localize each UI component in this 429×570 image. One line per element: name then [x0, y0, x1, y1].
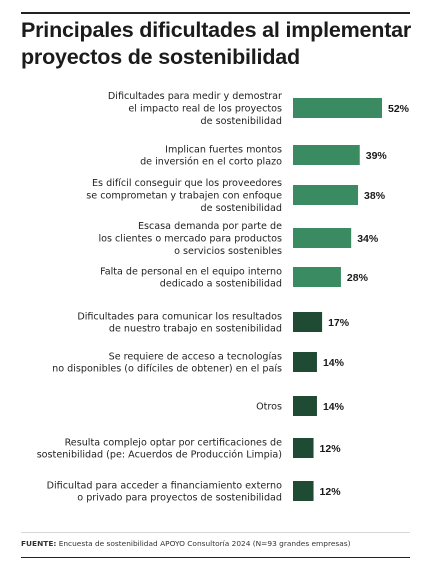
- category-label-line: Dificultades para comunicar los resultad…: [77, 311, 282, 322]
- value-label: 14%: [323, 357, 345, 369]
- category-label: Resulta complejo optar por certificacion…: [37, 437, 282, 460]
- category-label-line: de inversión en el corto plazo: [140, 156, 282, 168]
- value-label: 14%: [323, 401, 345, 413]
- bar: [293, 438, 314, 458]
- source-label: FUENTE:: [21, 539, 57, 548]
- value-label: 34%: [357, 233, 379, 245]
- value-label: 12%: [320, 443, 342, 455]
- category-label-line: dedicado a sostenibilidad: [160, 279, 282, 290]
- category-label-line: Se requiere de acceso a tecnologías: [109, 350, 282, 362]
- category-label-line: Resulta complejo optar por certificacion…: [65, 437, 283, 448]
- value-label: 52%: [388, 103, 410, 115]
- category-label-line: o servicios sostenibles: [174, 246, 282, 257]
- value-label: 39%: [366, 150, 388, 162]
- value-label: 38%: [364, 190, 386, 202]
- category-label: Implican fuertes montos de inversión en e…: [140, 144, 282, 167]
- category-label: Falta de personal en el equipo interno de…: [100, 266, 282, 289]
- category-label-line: de nuestro trabajo en sostenibilidad: [109, 324, 282, 335]
- category-label-line: Implican fuertes montos: [165, 144, 282, 155]
- value-label: 17%: [328, 317, 350, 329]
- category-label-line: Es difícil conseguir que los proveedores: [92, 177, 282, 189]
- bar: [293, 185, 359, 205]
- chart-title: Principales dificultades al implementar …: [21, 18, 412, 69]
- category-label-line: Otros: [256, 402, 282, 413]
- category-label: Otros: [256, 402, 282, 413]
- category-label-line: Dificultades para medir y demostrar: [108, 91, 282, 102]
- source-text: Encuesta de sostenibilidad APOYO Consult…: [56, 539, 351, 548]
- bar: [293, 228, 352, 248]
- category-label-line: se comprometan y trabajen con enfoque: [86, 191, 282, 202]
- bar: [293, 352, 317, 372]
- category-label: Es difícil conseguir que los proveedores…: [86, 177, 282, 214]
- category-label: Se requiere de acceso a tecnologías no di…: [52, 350, 282, 374]
- bar: [293, 98, 382, 118]
- value-label: 12%: [320, 486, 342, 498]
- category-label: Dificultades para medir y demostrar el im…: [108, 91, 282, 127]
- bottom-rule: [21, 557, 410, 558]
- bar: [293, 481, 314, 501]
- category-label-line: Escasa demanda por parte de: [138, 221, 282, 232]
- bar: [293, 312, 323, 332]
- category-label-line: no disponibles (o difíciles de obtener) …: [52, 363, 282, 375]
- bar: [293, 396, 317, 416]
- source-note: FUENTE: Encuesta de sostenibilidad APOYO…: [21, 539, 416, 548]
- category-label-line: Falta de personal en el equipo interno: [100, 266, 282, 277]
- bar: [293, 145, 360, 165]
- category-label-line: sostenibilidad (pe: Acuerdos de Producci…: [37, 449, 282, 461]
- category-label-line: o privado para proyectos de sostenibilid…: [77, 493, 282, 504]
- category-label-line: el impacto real de los proyectos: [128, 104, 282, 115]
- category-label-line: de sostenibilidad: [201, 116, 282, 127]
- value-label: 28%: [347, 272, 369, 284]
- category-label: Escasa demanda por parte de los clientes …: [98, 221, 282, 257]
- category-label-line: los clientes o mercado para productos: [98, 234, 282, 245]
- category-label: Dificultades para comunicar los resultad…: [77, 311, 282, 334]
- category-label-line: Dificultad para acceder a financiamiento…: [47, 480, 282, 491]
- top-rule: [21, 12, 410, 14]
- category-label: Dificultad para acceder a financiamiento…: [47, 480, 282, 503]
- category-label-line: de sostenibilidad: [201, 203, 282, 214]
- bar: [293, 267, 341, 287]
- divider: [21, 532, 410, 533]
